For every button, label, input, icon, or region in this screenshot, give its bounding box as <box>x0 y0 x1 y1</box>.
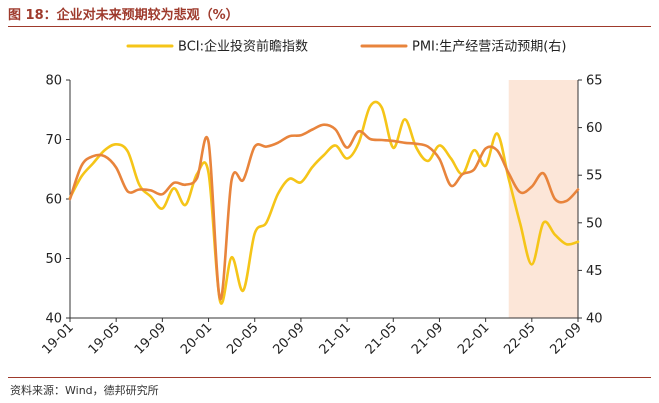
legend-bci-label: BCI:企业投资前瞻指数 <box>178 39 308 55</box>
y-left-tick-label: 70 <box>45 133 62 148</box>
x-tick-label: 19-09 <box>132 320 169 357</box>
figure-title: 图 18：企业对未来预期较为悲观（%） <box>8 8 239 23</box>
x-tick-label: 21-01 <box>317 320 354 357</box>
y-left-tick-label: 50 <box>45 252 62 267</box>
x-tick-label: 21-05 <box>363 320 400 357</box>
y-left-tick-label: 60 <box>45 193 62 208</box>
x-tick-label: 21-09 <box>409 320 446 357</box>
x-tick-label: 22-09 <box>548 320 585 357</box>
y-right-tick-label: 50 <box>586 216 603 231</box>
legend-pmi-label: PMI:生产经营活动预期(右) <box>412 40 566 55</box>
y-left-tick-label: 80 <box>45 74 62 89</box>
x-tick-label: 20-09 <box>270 320 307 357</box>
legend: BCI:企业投资前瞻指数 PMI:生产经营活动预期(右) <box>126 39 566 55</box>
x-tick-label: 20-05 <box>224 320 261 357</box>
source-rule <box>8 377 651 378</box>
x-tick-label: 20-01 <box>178 320 215 357</box>
y-right-tick-label: 65 <box>586 74 603 89</box>
x-tick-label: 22-05 <box>501 320 538 357</box>
source-note: 资料来源：Wind，德邦研究所 <box>10 384 159 397</box>
x-tick-label: 19-05 <box>86 320 123 357</box>
y-left-tick-label: 40 <box>45 312 62 327</box>
y-right-tick-label: 60 <box>586 121 603 136</box>
series-layer <box>68 100 580 305</box>
series-bci-line <box>68 100 580 305</box>
x-tick-label: 22-01 <box>455 320 492 357</box>
y-right-tick-label: 55 <box>586 169 603 184</box>
y-right-tick-label: 40 <box>586 312 603 327</box>
series-pmi-line <box>68 123 580 301</box>
highlight-band <box>508 80 578 318</box>
y-right-tick-label: 45 <box>586 264 603 279</box>
title-rule <box>8 26 651 27</box>
